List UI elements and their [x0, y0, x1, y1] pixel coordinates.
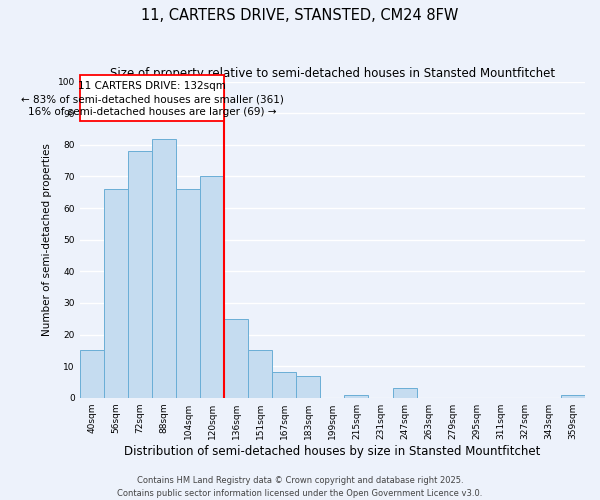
- Bar: [128, 151, 152, 398]
- Bar: [272, 372, 296, 398]
- Bar: [344, 394, 368, 398]
- Bar: [200, 176, 224, 398]
- Bar: [296, 376, 320, 398]
- Bar: [176, 189, 200, 398]
- Text: 16% of semi-detached houses are larger (69) →: 16% of semi-detached houses are larger (…: [28, 106, 277, 117]
- Bar: [80, 350, 104, 398]
- Text: ← 83% of semi-detached houses are smaller (361): ← 83% of semi-detached houses are smalle…: [21, 94, 284, 104]
- Title: Size of property relative to semi-detached houses in Stansted Mountfitchet: Size of property relative to semi-detach…: [110, 68, 555, 80]
- X-axis label: Distribution of semi-detached houses by size in Stansted Mountfitchet: Distribution of semi-detached houses by …: [124, 444, 541, 458]
- Text: Contains HM Land Registry data © Crown copyright and database right 2025.
Contai: Contains HM Land Registry data © Crown c…: [118, 476, 482, 498]
- FancyBboxPatch shape: [80, 76, 224, 121]
- Bar: [392, 388, 416, 398]
- Text: 11 CARTERS DRIVE: 132sqm: 11 CARTERS DRIVE: 132sqm: [78, 82, 226, 92]
- Bar: [104, 189, 128, 398]
- Bar: [561, 394, 585, 398]
- Bar: [152, 138, 176, 398]
- Bar: [248, 350, 272, 398]
- Text: 11, CARTERS DRIVE, STANSTED, CM24 8FW: 11, CARTERS DRIVE, STANSTED, CM24 8FW: [142, 8, 458, 22]
- Y-axis label: Number of semi-detached properties: Number of semi-detached properties: [42, 143, 52, 336]
- Bar: [224, 318, 248, 398]
